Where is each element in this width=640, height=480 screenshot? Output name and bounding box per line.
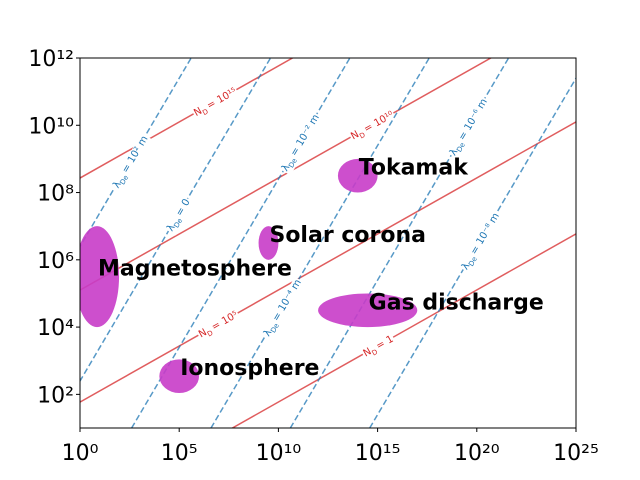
region bbox=[318, 293, 418, 328]
region bbox=[258, 226, 279, 260]
label-equals: = 10⁻² m bbox=[289, 113, 322, 159]
label-symbol: λ bbox=[280, 163, 293, 174]
y-tick-label: 10⁶ bbox=[37, 249, 74, 274]
line-label: ND= 10¹⁵ bbox=[191, 85, 241, 122]
axes-frame bbox=[79, 57, 577, 429]
y-tick-label: 10² bbox=[37, 383, 74, 408]
region bbox=[337, 158, 378, 193]
label-symbol: N bbox=[197, 327, 209, 340]
label-symbol: N bbox=[192, 106, 204, 119]
label-symbol: N bbox=[349, 129, 361, 142]
line-label-text: λDe= 10² m bbox=[111, 134, 152, 191]
line-label: λDe= 10⁻⁸ m bbox=[459, 210, 505, 274]
x-tick-label: 10¹⁰ bbox=[256, 441, 302, 466]
line-label: ND= 10¹⁰ bbox=[348, 109, 398, 145]
line-label-bg bbox=[360, 333, 398, 362]
line-label-text: λDe= 10⁻⁸ m bbox=[460, 211, 504, 273]
label-symbol: λ bbox=[262, 328, 275, 339]
line-label-text: ND= 10⁵ bbox=[197, 310, 241, 343]
line-label-bg bbox=[348, 109, 398, 145]
label-subscript: D bbox=[358, 131, 367, 141]
label-equals: = 10⁻⁶ m bbox=[457, 97, 490, 143]
y-tick-label: 10⁸ bbox=[37, 182, 74, 207]
line-label-bg bbox=[164, 196, 195, 236]
label-subscript: De bbox=[455, 141, 467, 153]
parameter-line bbox=[80, 58, 294, 179]
label-equals: = 10⁻⁸ m bbox=[469, 211, 502, 257]
line-label-bg bbox=[110, 133, 153, 193]
region-label: Solar corona bbox=[269, 223, 425, 248]
label-symbol: λ bbox=[460, 261, 473, 272]
label-symbol: λ bbox=[111, 180, 124, 191]
line-label: λDe= 10⁻² m bbox=[279, 111, 325, 176]
line-label-text: ND= 10¹⁵ bbox=[192, 86, 239, 121]
region-labels: Magnetosphere Ionosphere Solar corona Tokam… bbox=[98, 156, 544, 381]
label-subscript: De bbox=[467, 255, 479, 267]
line-label: λDe= 10² m bbox=[110, 133, 153, 193]
line-label: ND= 1 bbox=[360, 333, 398, 362]
label-subscript: De bbox=[118, 174, 130, 186]
region-label: Magnetosphere bbox=[98, 257, 292, 282]
x-tick-label: 10²⁵ bbox=[553, 441, 599, 466]
parameter-line bbox=[230, 233, 576, 428]
y-tick-label: 10¹⁰ bbox=[28, 114, 74, 139]
line-label: ND= 10⁵ bbox=[196, 309, 242, 343]
line-label-bg bbox=[191, 85, 241, 122]
parameter-line bbox=[80, 121, 576, 403]
y-tick-label: 10¹² bbox=[28, 47, 74, 72]
label-symbol: λ bbox=[165, 223, 178, 234]
label-symbol: N bbox=[362, 346, 374, 359]
x-tick-label: 10⁰ bbox=[62, 441, 99, 466]
label-symbol: λ bbox=[448, 147, 461, 158]
line-label: λDe= 10⁻⁶ m bbox=[447, 96, 493, 160]
label-subscript: D bbox=[370, 348, 379, 358]
label-subscript: De bbox=[269, 322, 281, 334]
line-label-text: ND= 10¹⁰ bbox=[349, 110, 396, 145]
line-label-text: λDe= 0 bbox=[165, 197, 194, 234]
x-tick-label: 10²⁰ bbox=[454, 441, 500, 466]
label-subscript: D bbox=[201, 107, 210, 117]
region-label: Ionosphere bbox=[180, 356, 319, 381]
region bbox=[80, 226, 120, 328]
line-label-bg bbox=[279, 111, 325, 176]
line-label-bg bbox=[447, 96, 493, 160]
x-tick-label: 10⁵ bbox=[161, 441, 198, 466]
label-subscript: De bbox=[287, 157, 299, 169]
parameter-line bbox=[80, 58, 493, 291]
label-subscript: D bbox=[206, 329, 215, 339]
line-label-bg bbox=[459, 210, 505, 274]
line-label: λDe= 0 bbox=[164, 196, 195, 236]
line-label-bg bbox=[196, 309, 242, 343]
line-label-text: λDe= 10⁻⁶ m bbox=[448, 97, 492, 159]
region-label: Gas discharge bbox=[369, 290, 544, 315]
x-tick-label: 10¹⁵ bbox=[355, 441, 401, 466]
region-label: Tokamak bbox=[359, 156, 469, 181]
y-tick-label: 10⁴ bbox=[37, 316, 74, 341]
line-label-bg bbox=[261, 276, 307, 341]
region bbox=[159, 359, 200, 393]
label-subscript: De bbox=[172, 217, 184, 229]
